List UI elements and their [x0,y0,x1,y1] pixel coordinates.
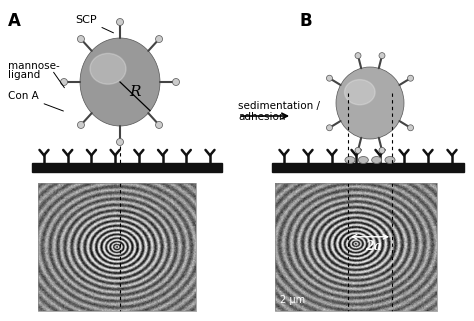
Circle shape [327,75,332,81]
Circle shape [379,147,385,153]
Ellipse shape [358,157,368,163]
Circle shape [155,121,163,128]
Ellipse shape [372,157,382,163]
Bar [272,163,464,172]
Text: 2 μm: 2 μm [280,295,305,305]
Text: R: R [129,85,140,99]
Ellipse shape [90,53,126,84]
Circle shape [117,19,124,25]
Ellipse shape [345,80,375,105]
Circle shape [327,125,332,131]
Circle shape [155,36,163,43]
Circle shape [77,36,84,43]
Text: sedimentation /: sedimentation / [238,101,320,111]
Circle shape [379,53,385,59]
Circle shape [355,147,361,153]
Circle shape [117,138,124,145]
Text: adhesion: adhesion [238,112,285,122]
Ellipse shape [336,67,404,139]
Text: SCP: SCP [75,15,113,33]
Ellipse shape [80,38,160,126]
Text: mannose-: mannose- [8,61,60,71]
Bar [32,163,222,172]
Ellipse shape [345,157,355,163]
Text: 2a: 2a [365,240,383,253]
Circle shape [408,75,413,81]
Circle shape [77,121,84,128]
Circle shape [355,53,361,59]
Text: A: A [8,12,21,30]
Circle shape [61,79,67,85]
Text: ligand: ligand [8,70,40,80]
Text: Con A: Con A [8,91,64,111]
Ellipse shape [385,157,395,163]
Bar [275,183,437,311]
Circle shape [173,79,180,85]
Bar [38,183,196,311]
Circle shape [408,125,413,131]
Text: B: B [300,12,313,30]
